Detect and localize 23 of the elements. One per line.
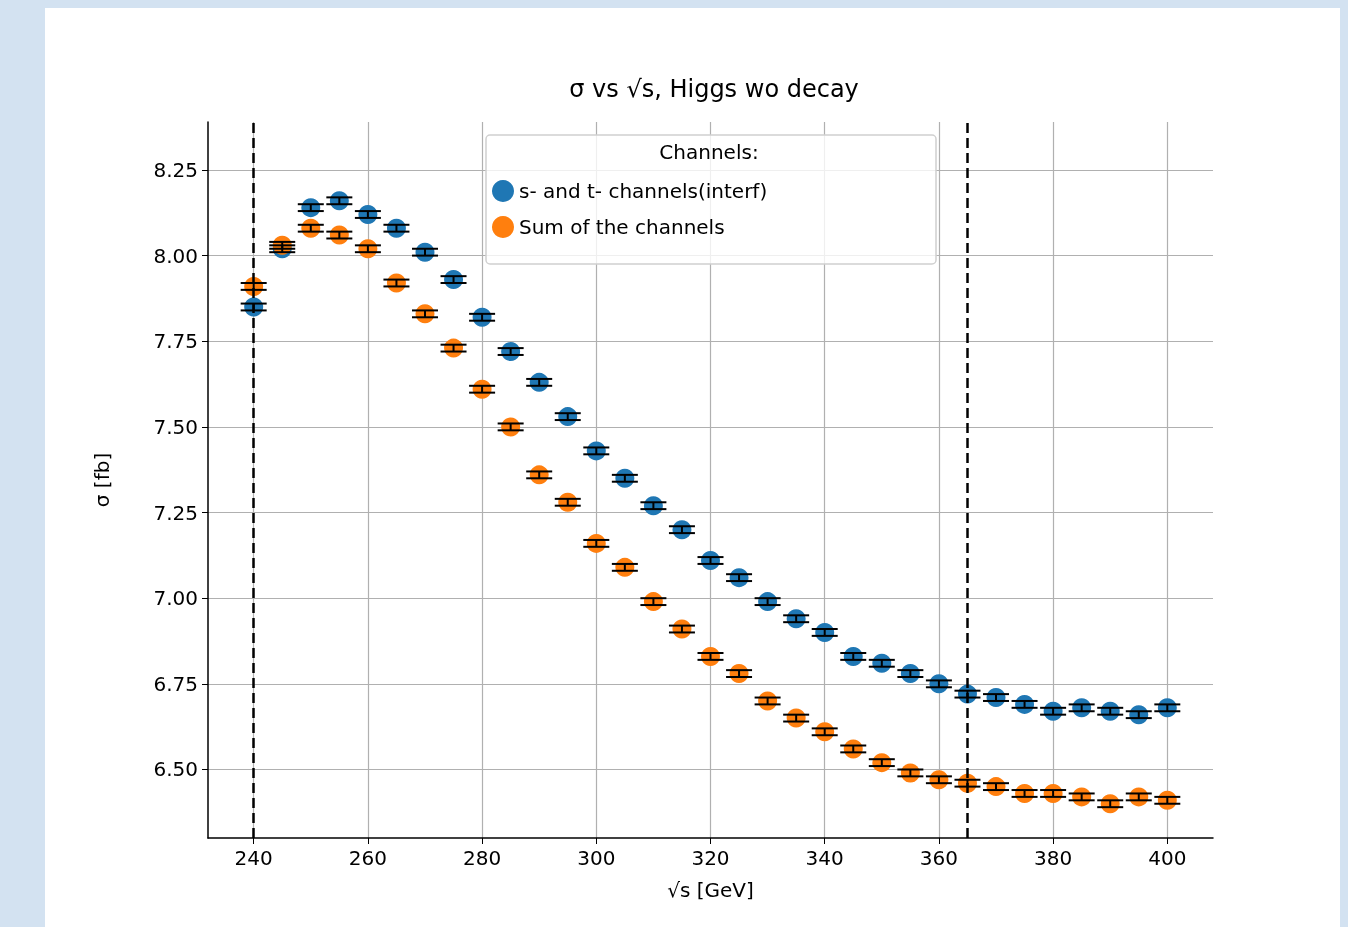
y-tick-label: 8.00 xyxy=(153,243,198,268)
y-tick-label: 7.25 xyxy=(153,500,198,525)
y-tick-label: 6.50 xyxy=(153,757,198,782)
x-tick-label: 240 xyxy=(234,846,273,870)
x-tick-label: 280 xyxy=(463,846,502,870)
y-tick-label: 8.25 xyxy=(153,157,198,182)
x-tick-label: 340 xyxy=(805,846,844,870)
legend-title: Channels: xyxy=(659,140,759,164)
x-tick-label: 300 xyxy=(577,846,616,870)
x-tick-label: 260 xyxy=(348,846,387,870)
y-tick-label: 7.50 xyxy=(153,414,198,439)
legend-label: Sum of the channels xyxy=(519,215,725,239)
x-tick-label: 360 xyxy=(919,846,958,870)
y-axis-title: σ [fb] xyxy=(90,452,114,508)
legend-label: s- and t- channels(interf) xyxy=(519,179,768,203)
x-tick-label: 380 xyxy=(1034,846,1073,870)
chart-title: σ vs √s, Higgs wo decay xyxy=(569,75,859,103)
x-tick-label: 320 xyxy=(691,846,730,870)
x-axis-title: √s [GeV] xyxy=(667,878,754,902)
y-tick-label: 7.00 xyxy=(153,586,198,611)
x-tick-label: 400 xyxy=(1148,846,1187,870)
y-tick-label: 7.75 xyxy=(153,329,198,354)
y-tick-label: 6.75 xyxy=(153,671,198,696)
